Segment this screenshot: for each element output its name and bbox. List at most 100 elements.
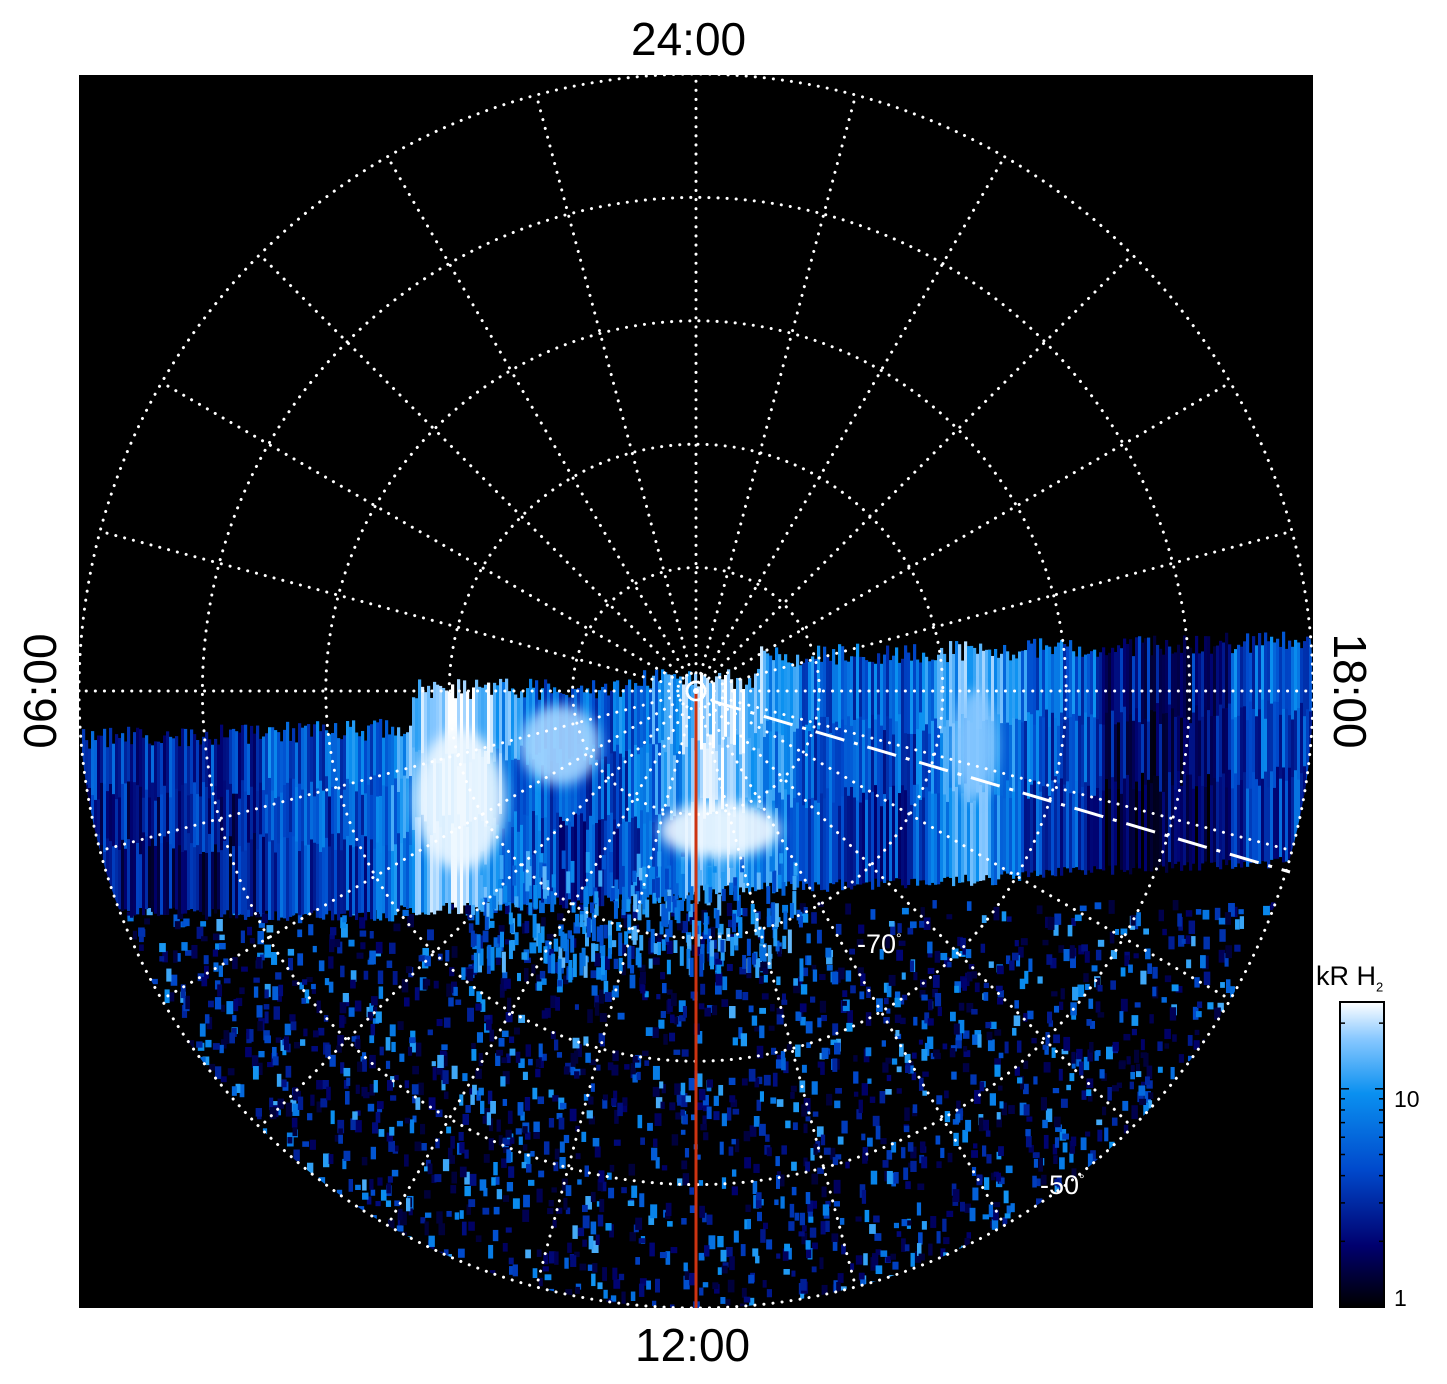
emission-streak	[577, 744, 581, 833]
emission-streak	[1234, 717, 1238, 800]
emission-speckle	[359, 930, 367, 937]
emission-streak	[718, 672, 722, 763]
emission-streak	[811, 656, 815, 740]
emission-streak	[1105, 655, 1109, 738]
emission-speckle	[731, 1186, 738, 1196]
emission-streak	[1270, 703, 1274, 792]
emission-streak	[1174, 652, 1178, 727]
emission-streak	[868, 728, 872, 811]
emission-streak	[1291, 646, 1295, 721]
emission-streak	[689, 957, 694, 977]
emission-speckle	[370, 1189, 376, 1196]
emission-streak	[672, 899, 677, 913]
emission-streak	[1057, 725, 1061, 807]
emission-speckle	[283, 1036, 290, 1051]
emission-speckle	[766, 1147, 772, 1157]
emission-streak	[1141, 724, 1145, 806]
emission-streak	[1081, 786, 1085, 871]
emission-speckle	[1131, 1028, 1137, 1036]
emission-speckle	[880, 1250, 888, 1257]
emission-speckle	[508, 1266, 514, 1275]
emission-speckle	[624, 1064, 630, 1070]
emission-speckle	[1234, 944, 1241, 952]
emission-speckle	[971, 1150, 979, 1158]
emission-speckle	[667, 989, 673, 995]
emission-speckle	[756, 1045, 764, 1059]
emission-streak	[205, 852, 209, 920]
emission-speckle	[302, 1141, 310, 1147]
emission-speckle	[782, 1248, 789, 1261]
emission-streak	[124, 783, 128, 859]
meridian-line	[694, 253, 1134, 693]
emission-speckle	[998, 1052, 1004, 1059]
emission-streak	[1216, 645, 1220, 725]
emission-streak	[1108, 652, 1112, 739]
emission-speckle	[1191, 936, 1196, 947]
emission-streak	[610, 753, 614, 834]
emission-speckle	[443, 1249, 449, 1256]
emission-streak	[1003, 644, 1007, 742]
emission-speckle	[1018, 946, 1024, 958]
emission-speckle	[468, 1221, 475, 1231]
emission-speckle	[841, 1120, 848, 1134]
emission-streak	[547, 754, 551, 834]
emission-streak	[1096, 719, 1100, 805]
emission-speckle	[702, 1282, 709, 1288]
emission-streak	[1120, 648, 1124, 729]
emission-speckle	[287, 948, 295, 956]
emission-streak	[787, 662, 791, 740]
emission-speckle	[905, 1065, 911, 1073]
emission-streak	[493, 817, 497, 910]
emission-speckle	[833, 1179, 841, 1194]
emission-speckle	[655, 933, 663, 942]
emission-speckle	[409, 1119, 415, 1134]
emission-speckle	[1184, 1307, 1190, 1308]
emission-speckle	[1097, 1129, 1103, 1142]
emission-speckle	[191, 944, 198, 959]
emission-speckle	[1134, 1049, 1140, 1063]
emission-speckle	[174, 921, 181, 930]
emission-streak	[1252, 636, 1256, 732]
emission-streak	[178, 845, 182, 918]
emission-speckle	[370, 1023, 376, 1036]
emission-speckle	[706, 1214, 713, 1225]
emission-speckle	[680, 1093, 688, 1108]
emission-speckle	[345, 1091, 350, 1105]
emission-streak	[160, 794, 164, 860]
emission-speckle	[235, 997, 243, 1007]
emission-speckle	[882, 1160, 889, 1168]
emission-streak	[871, 791, 875, 890]
emission-speckle	[910, 1146, 917, 1159]
emission-speckle	[576, 1044, 582, 1058]
emission-speckle	[407, 914, 415, 928]
emission-streak	[817, 802, 821, 885]
emission-speckle	[783, 1061, 789, 1074]
emission-streak	[473, 952, 478, 973]
emission-speckle	[774, 1199, 779, 1206]
emission-speckle	[802, 1225, 807, 1232]
emission-speckle	[185, 995, 190, 1010]
emission-streak	[570, 860, 575, 883]
emission-speckle	[1186, 959, 1192, 969]
emission-streak	[665, 928, 670, 942]
emission-streak	[361, 794, 365, 866]
emission-speckle	[910, 1252, 915, 1267]
emission-speckle	[833, 1201, 840, 1207]
emission-streak	[136, 727, 140, 808]
emission-streak	[1177, 644, 1181, 727]
emission-speckle	[1135, 1063, 1140, 1074]
emission-streak	[1045, 645, 1049, 740]
emission-streak	[247, 794, 251, 862]
emission-speckle	[958, 1019, 965, 1034]
emission-streak	[1153, 711, 1157, 800]
emission-speckle	[404, 1117, 411, 1124]
emission-speckle	[741, 1078, 748, 1086]
emission-streak	[568, 959, 573, 983]
emission-speckle	[713, 1095, 719, 1106]
emission-speckle	[411, 1084, 419, 1095]
emission-speckle	[696, 1102, 703, 1111]
emission-streak	[241, 851, 245, 915]
emission-streak	[247, 743, 251, 812]
emission-speckle	[500, 1076, 506, 1087]
emission-speckle	[293, 1149, 300, 1162]
